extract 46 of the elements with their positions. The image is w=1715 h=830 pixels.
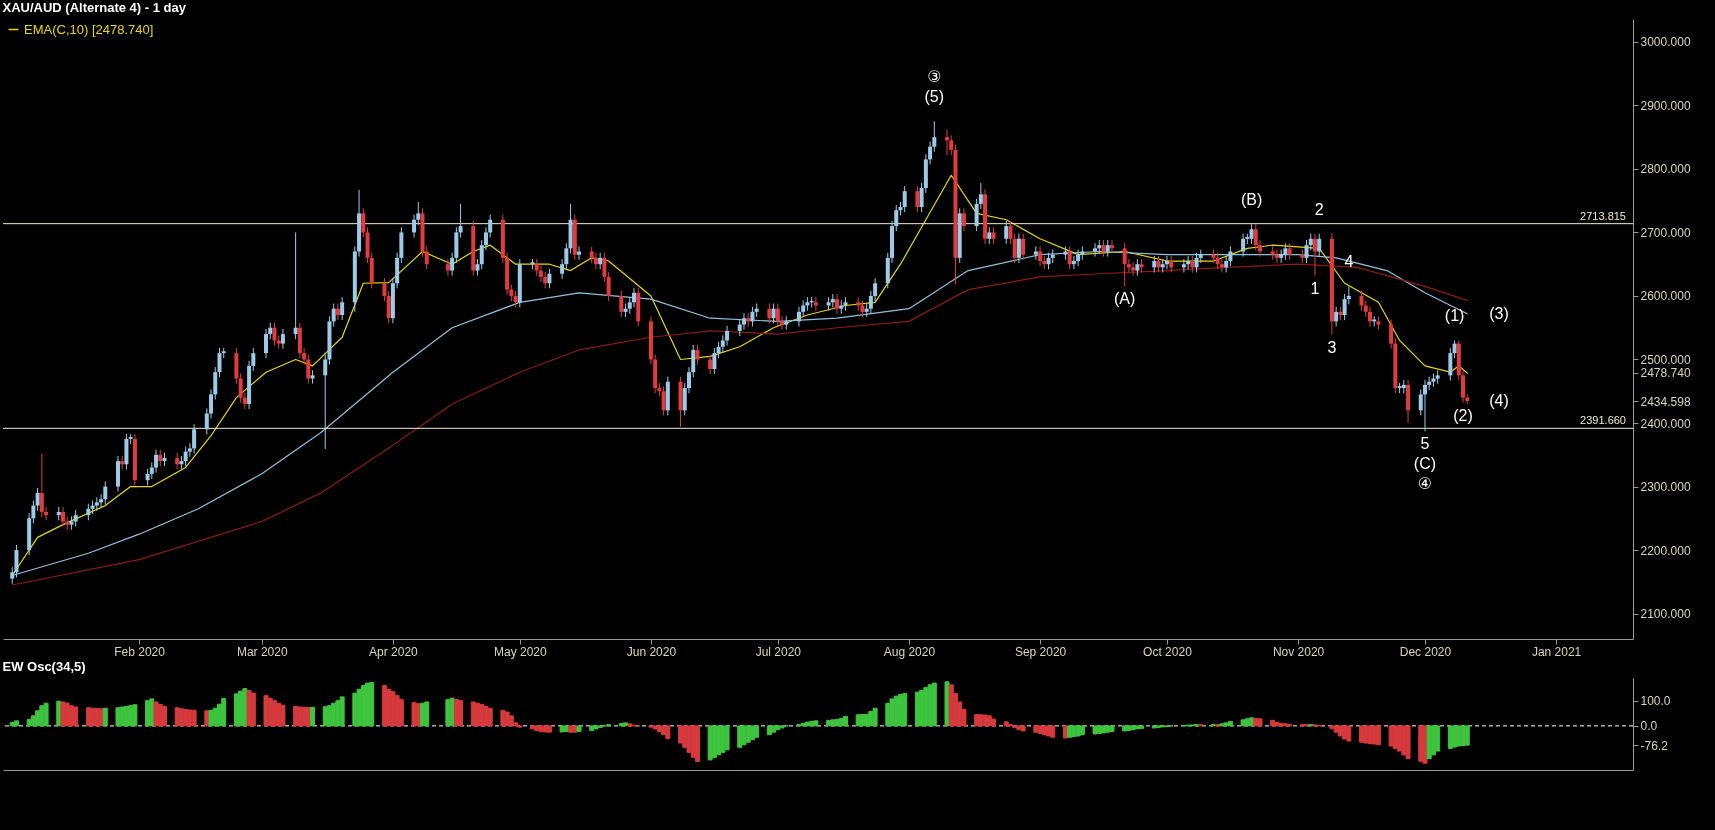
y-tick-label: 100.0 (1640, 694, 1671, 709)
x-tick-label: Oct 2020 (1143, 644, 1193, 659)
y-tick-label: 2478.740 (1640, 366, 1691, 381)
x-tick-label: Feb 2020 (114, 644, 166, 659)
y-tick-label: 2300.000 (1640, 480, 1691, 495)
x-tick-label: Jul 2020 (755, 644, 802, 659)
ref-line-label: 2391.660 (1580, 414, 1626, 427)
y-tick-label: 0.0 (1640, 719, 1658, 734)
ref-line-label: 2713.815 (1580, 209, 1626, 222)
x-tick-label: Jan 2021 (1531, 644, 1582, 659)
y-tick-label: 2800.000 (1640, 162, 1691, 177)
x-tick-label: May 2020 (493, 644, 547, 659)
y-tick-label: 2500.000 (1640, 352, 1691, 367)
annotation: ④ (1417, 475, 1433, 493)
y-tick-label: 2700.000 (1640, 225, 1691, 240)
annotation: (C) (1413, 455, 1437, 473)
x-tick-label: Aug 2020 (883, 644, 936, 659)
annotation: 1 (1310, 279, 1320, 297)
x-tick-label: Mar 2020 (236, 644, 288, 659)
annotation: (B) (1240, 191, 1263, 209)
x-tick-label: Apr 2020 (369, 644, 419, 659)
y-tick-label: 2900.000 (1640, 98, 1691, 113)
y-tick-label: 3000.000 (1640, 35, 1691, 50)
x-tick-label: Sep 2020 (1014, 644, 1067, 659)
annotation: (A) (1113, 290, 1136, 308)
x-tick-label: Jun 2020 (626, 644, 677, 659)
y-tick-label: 2600.000 (1640, 289, 1691, 304)
chart-title: XAU/AUD (Alternate 4) - 1 day (2, 0, 187, 15)
chart-title: EW Osc(34,5) (2, 659, 86, 674)
annotation: (4) (1489, 392, 1509, 410)
annotation: ③ (927, 68, 942, 86)
x-tick-label: Dec 2020 (1399, 644, 1452, 659)
annotation: (5) (924, 88, 945, 106)
x-tick-label: Nov 2020 (1272, 644, 1325, 659)
annotation: (3) (1489, 304, 1509, 322)
annotation: (1) (1444, 307, 1465, 325)
y-tick-label: 2100.000 (1640, 607, 1691, 622)
y-tick-label: 2434.598 (1640, 394, 1691, 409)
y-tick-label: 2400.000 (1640, 416, 1691, 431)
annotation: 5 (1420, 435, 1430, 453)
y-tick-label: -76.2 (1640, 738, 1669, 753)
annotation: (2) (1453, 406, 1473, 424)
annotation: 2 (1314, 200, 1324, 218)
annotation: 3 (1327, 338, 1337, 356)
y-tick-label: 2200.000 (1640, 543, 1691, 558)
legend-label: EMA(C,10) [2478.740] (24, 21, 154, 37)
